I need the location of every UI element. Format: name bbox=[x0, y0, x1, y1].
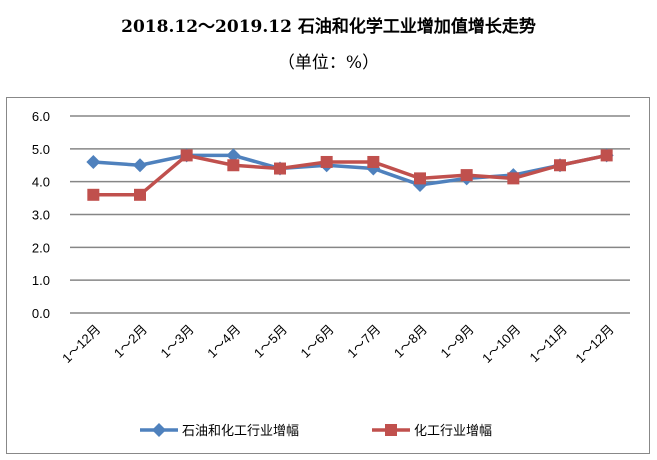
chart-subtitle: （单位：%） bbox=[277, 53, 380, 73]
series-line bbox=[93, 153, 608, 197]
x-tick-label: 1～6月 bbox=[298, 322, 337, 361]
data-point bbox=[320, 155, 333, 168]
x-tick-label: 1～4月 bbox=[204, 322, 243, 361]
data-point bbox=[87, 188, 100, 201]
data-point bbox=[134, 188, 146, 201]
x-tick-label: 1～9月 bbox=[438, 322, 477, 361]
data-point bbox=[414, 172, 426, 185]
legend-marker bbox=[152, 423, 166, 437]
data-point bbox=[600, 149, 613, 162]
x-tick-label: 1～2月 bbox=[111, 322, 150, 361]
data-point bbox=[226, 148, 241, 163]
chart-title: 2018.12～2019.12 石油和化学工业增加值增长走势 bbox=[121, 17, 536, 37]
x-tick-label: 1～10月 bbox=[479, 322, 523, 366]
x-tick-label: 1～7月 bbox=[344, 322, 383, 361]
x-tick-label: 1～11月 bbox=[526, 322, 570, 366]
data-point bbox=[507, 172, 520, 185]
y-tick-label: 6.0 bbox=[32, 109, 50, 124]
data-point bbox=[133, 158, 147, 173]
data-point bbox=[460, 169, 473, 182]
x-tick-label: 1～5月 bbox=[251, 322, 290, 361]
plot-frame bbox=[6, 97, 650, 454]
data-point bbox=[274, 162, 286, 175]
x-tick-label: 1～8月 bbox=[391, 322, 430, 361]
legend-label: 石油和化工行业增幅 bbox=[182, 424, 299, 439]
y-tick-label: 3.0 bbox=[32, 208, 50, 223]
y-tick-label: 2.0 bbox=[32, 240, 50, 255]
y-tick-label: 0.0 bbox=[32, 306, 50, 321]
data-point bbox=[86, 154, 101, 169]
series-line bbox=[93, 153, 608, 187]
y-tick-label: 5.0 bbox=[32, 142, 50, 157]
data-point bbox=[180, 149, 193, 162]
x-tick-label: 1～3月 bbox=[158, 322, 197, 361]
x-tick-label: 1～12月 bbox=[572, 322, 616, 366]
data-point bbox=[554, 159, 566, 172]
x-tick-label: 1～12月 bbox=[59, 322, 103, 366]
data-point bbox=[367, 155, 380, 168]
legend-marker bbox=[385, 424, 397, 436]
legend-label: 化工行业增幅 bbox=[414, 424, 492, 439]
y-tick-label: 4.0 bbox=[32, 175, 50, 190]
y-tick-label: 1.0 bbox=[32, 273, 50, 288]
data-point bbox=[227, 159, 240, 172]
